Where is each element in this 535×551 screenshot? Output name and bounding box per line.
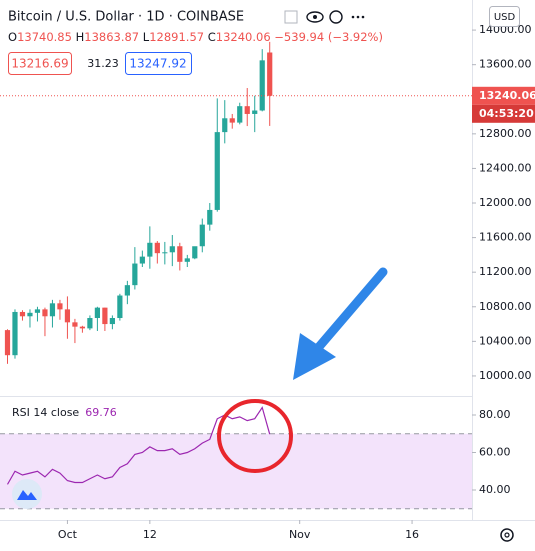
header-icons — [284, 10, 365, 24]
y-tick-label: 10400.00 — [479, 334, 532, 347]
last-price-box — [472, 86, 535, 105]
circle-annotation — [217, 399, 293, 473]
bid-box[interactable] — [8, 52, 72, 75]
y-tick-label: 10800.00 — [479, 300, 532, 313]
ohlc-label: L — [143, 30, 150, 44]
candle-body — [4, 330, 11, 356]
rsi-legend: RSI 14 close 69.76 — [12, 406, 117, 419]
candle-body — [87, 318, 93, 329]
y-tick-label: 13600.00 — [479, 58, 532, 71]
rsi-y-tick-label: 80.00 — [479, 408, 511, 421]
ohlc-value: 13740.85 — [17, 30, 72, 44]
candle-body — [177, 246, 183, 262]
candle-body — [154, 242, 160, 254]
x-tick-label: Oct — [58, 528, 78, 541]
icon-box[interactable] — [284, 10, 298, 24]
rsi-name: RSI 14 close — [12, 406, 79, 419]
eye-pupil — [313, 15, 317, 19]
candle-body — [192, 246, 198, 259]
candle-body — [267, 52, 273, 96]
candle-body — [169, 246, 175, 253]
more-icon[interactable] — [351, 15, 365, 19]
rsi-pane: RSI 14 close 69.76 — [0, 406, 472, 510]
ohlc-value: 12891.57 — [149, 30, 204, 44]
candle-body — [139, 256, 145, 264]
settings-gear-hub — [504, 532, 510, 538]
candle-body — [147, 242, 153, 257]
candle-body — [199, 224, 205, 247]
candle-body — [19, 311, 26, 317]
y-tick-label: 12400.00 — [479, 161, 532, 174]
ohlc-value: 13863.87 — [84, 30, 139, 44]
spread: 31.23 — [87, 57, 119, 70]
logo[interactable] — [12, 479, 42, 509]
currency: USD — [494, 12, 516, 23]
last-price: 13240.06 — [479, 89, 535, 102]
countdown: 04:53:20 — [479, 107, 534, 120]
candle-body — [49, 303, 56, 317]
currency-box[interactable] — [489, 6, 520, 27]
axes: 14000.0013600.0012800.0012400.0012000.00… — [58, 23, 535, 541]
candle-body — [57, 303, 63, 310]
y-tick-label: 11600.00 — [479, 231, 532, 244]
candle-body — [252, 110, 258, 114]
candle-body — [214, 132, 220, 210]
candle-body — [109, 318, 115, 325]
ohlc-line: O13740.85 H13863.87 L12891.57 C13240.06 … — [8, 30, 383, 44]
ohlc-label: O — [8, 30, 17, 44]
candle-body — [27, 312, 33, 317]
logo-mark — [17, 490, 37, 500]
y-tick-label: 10000.00 — [479, 369, 532, 382]
x-tick-label: 16 — [405, 528, 419, 541]
y-tick-label: 12800.00 — [479, 127, 532, 140]
candle-body — [184, 258, 190, 262]
rsi-band — [0, 433, 472, 509]
y-tick-label: 11200.00 — [479, 265, 532, 278]
arrow-annotation — [293, 267, 388, 380]
candle-body — [229, 118, 235, 123]
candle-body — [34, 309, 41, 313]
candle-body — [132, 263, 138, 286]
rsi-y-tick-label: 40.00 — [479, 483, 511, 496]
ohlc-value: 13240.06 — [216, 30, 271, 44]
candle-body — [237, 106, 243, 123]
bid: 13216.69 — [11, 57, 68, 71]
rsi-last: 69.76 — [85, 406, 117, 419]
price-pane — [0, 41, 472, 364]
settings-icon[interactable] — [329, 10, 343, 24]
candle-body — [64, 309, 71, 323]
eye-icon[interactable] — [306, 11, 324, 23]
y-tick-label: 12000.00 — [479, 196, 532, 209]
candle-body — [102, 307, 108, 325]
arrow-shaft — [313, 267, 388, 353]
x-tick-label: Nov — [289, 528, 311, 541]
candle-body — [94, 307, 100, 319]
candle-body — [162, 252, 168, 254]
ohlc-label: C — [208, 30, 216, 44]
candle-body — [79, 326, 86, 329]
countdown-box — [472, 104, 535, 123]
arrow-head — [293, 333, 336, 380]
chart-title: Bitcoin / U.S. Dollar · 1D · COINBASE — [8, 10, 244, 25]
candle-body — [72, 322, 78, 327]
ohlc-label: H — [76, 30, 85, 44]
candle-body — [117, 295, 123, 319]
candle-body — [124, 285, 130, 296]
ask-box[interactable] — [125, 52, 192, 75]
candle-body — [42, 309, 48, 317]
candle-body — [222, 118, 228, 133]
x-tick-label: 12 — [143, 528, 157, 541]
ask: 13247.92 — [129, 57, 186, 71]
candle-body — [207, 209, 213, 225]
rsi-y-tick-label: 60.00 — [479, 446, 511, 459]
settings-gear[interactable] — [500, 528, 514, 542]
candle-body — [259, 60, 265, 111]
candle-body — [244, 106, 250, 114]
candle-body — [12, 311, 18, 356]
change: −539.94 (−3.92%) — [274, 30, 383, 44]
